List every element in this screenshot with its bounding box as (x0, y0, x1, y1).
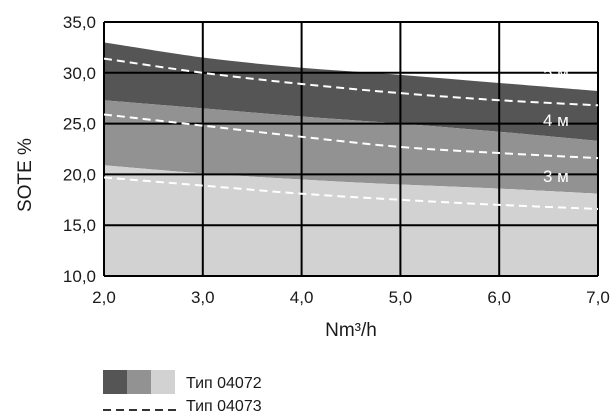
dashed-line-3 (103, 176, 599, 210)
dashed-series (103, 57, 599, 210)
x-tick-label: 7,0 (586, 288, 610, 307)
legend-swatch-3 (151, 370, 175, 394)
y-tick-label: 35,0 (63, 13, 96, 32)
y-tick-label: 30,0 (63, 64, 96, 83)
x-tick-label: 6,0 (487, 288, 511, 307)
x-axis-title: Nm³/h (325, 320, 377, 341)
y-tick-label: 15,0 (63, 216, 96, 235)
dashed-line-2 (103, 113, 599, 160)
x-tick-label: 2,0 (92, 288, 116, 307)
legend-swatch-2 (127, 370, 151, 394)
legend: Тип 04072 Тип 04073 (103, 370, 262, 414)
band-label-2: 4 м (543, 111, 569, 130)
y-tick-label: 10,0 (63, 267, 96, 286)
y-tick-label: 25,0 (63, 115, 96, 134)
legend-swatch-1 (103, 370, 127, 394)
legend-label-type-04072: Тип 04072 (186, 375, 262, 392)
band-labels: 5 м 4 м 3 м (543, 63, 569, 186)
legend-label-type-04073: Тип 04073 (186, 398, 262, 414)
area-bands (104, 42, 598, 276)
y-tick-labels: 10,0 15,0 20,0 25,0 30,0 35,0 (63, 13, 96, 286)
band-1 (104, 42, 598, 141)
band-label-3: 3 м (543, 167, 569, 186)
x-tick-label: 3,0 (191, 288, 215, 307)
band-label-1: 5 м (543, 63, 569, 82)
x-tick-label: 4,0 (290, 288, 314, 307)
x-tick-labels: 2,0 3,0 4,0 5,0 6,0 7,0 (92, 288, 610, 307)
x-tick-label: 5,0 (389, 288, 413, 307)
y-tick-label: 20,0 (63, 165, 96, 184)
y-axis-title: SOTE % (15, 138, 36, 212)
dashed-line-1 (103, 57, 599, 107)
band-3 (104, 165, 598, 276)
